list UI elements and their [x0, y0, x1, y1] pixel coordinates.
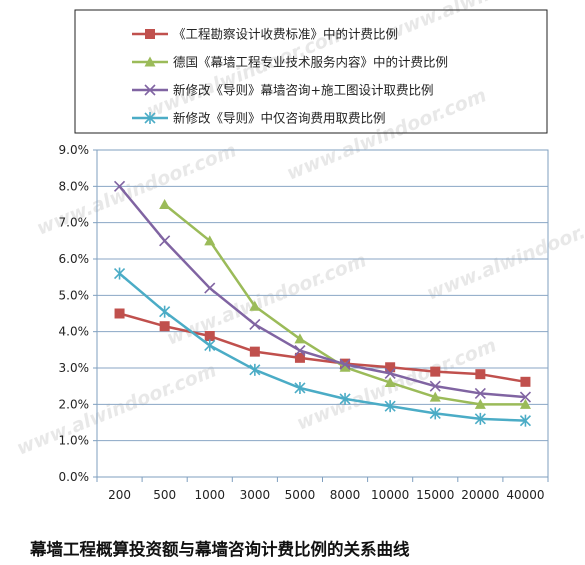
data-point: [519, 391, 532, 403]
data-point: [474, 398, 486, 409]
data-point: [429, 391, 441, 402]
data-point: [385, 362, 396, 373]
data-point: [159, 305, 171, 318]
data-point: [249, 346, 260, 357]
legend-label: 新修改《导则》幕墙咨询+施工图设计取费比例: [173, 83, 433, 98]
data-point: [294, 381, 306, 394]
x-tick-label: 3000: [240, 488, 271, 502]
legend-label: 《工程勘察设计收费标准》中的计费比例: [173, 27, 398, 42]
series-line: [118, 185, 526, 399]
y-tick-label: 2.0%: [59, 397, 90, 411]
data-point: [294, 344, 306, 357]
series-line: [119, 312, 526, 384]
data-point: [474, 412, 486, 425]
y-tick-label: 1.0%: [59, 434, 90, 448]
x-tick-label: 5000: [285, 488, 316, 502]
data-point: [249, 363, 261, 376]
y-tick-label: 4.0%: [59, 325, 90, 339]
data-point: [384, 377, 396, 388]
x-tick-label: 20000: [461, 488, 499, 502]
x-tick-label: 15000: [416, 488, 454, 502]
data-point: [113, 267, 126, 280]
data-point: [519, 414, 532, 427]
legend-marker: [145, 29, 155, 39]
watermark-text: www.alwindoor.com: [284, 84, 490, 184]
x-tick-label: 1000: [194, 488, 225, 502]
data-point: [204, 339, 216, 352]
data-point: [519, 398, 531, 409]
data-point: [204, 331, 215, 342]
data-point: [204, 235, 216, 246]
data-point: [384, 367, 396, 380]
data-point: [159, 235, 171, 247]
data-point: [159, 321, 170, 332]
watermark-layer: www.alwindoor.com www.alwindoor.com www.al…: [14, 0, 585, 530]
data-point: [475, 369, 486, 380]
x-tick-label: 10000: [371, 488, 409, 502]
watermark-text: www.alwindoor.com: [384, 0, 585, 45]
chart: www.alwindoor.com www.alwindoor.com www.al…: [14, 0, 585, 530]
data-point: [429, 407, 441, 420]
data-point: [520, 376, 531, 387]
data-point: [204, 282, 216, 294]
data-point: [294, 333, 306, 344]
data-point: [339, 392, 351, 405]
x-tick-label: 500: [153, 488, 176, 502]
legend-label: 德国《幕墙工程专业技术服务内容》中的计费比例: [173, 55, 448, 70]
data-point: [384, 400, 396, 413]
series-line: [118, 272, 526, 422]
series-1: [114, 308, 531, 387]
x-tick-label: 200: [108, 488, 131, 502]
watermark-text: www.alwindoor.com: [14, 359, 220, 459]
data-point: [339, 361, 351, 372]
y-tick-label: 5.0%: [59, 288, 90, 302]
data-point: [249, 300, 261, 311]
legend-box: [74, 9, 548, 134]
data-point: [159, 199, 171, 209]
series-2: [159, 199, 531, 409]
x-tick-label: 8000: [330, 488, 361, 502]
y-tick-label: 9.0%: [59, 143, 90, 157]
series-4: [113, 267, 532, 427]
plot-area: 0.0% 1.0% 2.0% 3.0% 4.0% 5.0% 6.0% 7.0% 8.0% 9.0%…: [59, 143, 549, 502]
data-point: [474, 387, 486, 399]
y-tick-label: 0.0%: [59, 470, 90, 484]
data-point: [339, 358, 351, 370]
legend: 《工程勘察设计收费标准》中的计费比例德国《幕墙工程专业技术服务内容》中的计费比例…: [74, 9, 548, 134]
legend-marker: [144, 84, 156, 96]
series-3: [113, 180, 532, 403]
data-point: [113, 180, 126, 192]
data-point: [294, 352, 305, 363]
legend-marker: [144, 56, 156, 67]
data-point: [114, 308, 125, 319]
data-point: [249, 318, 261, 330]
x-tick-label: 40000: [506, 488, 544, 502]
legend-marker: [144, 112, 156, 124]
y-tick-label: 8.0%: [59, 179, 90, 193]
chart-caption: 幕墙工程概算投资额与幕墙咨询计费比例的关系曲线: [30, 540, 410, 559]
data-point: [429, 380, 441, 392]
data-point: [430, 366, 441, 377]
watermark-text: www.alwindoor.com: [424, 204, 585, 304]
y-tick-label: 7.0%: [59, 216, 90, 230]
legend-label: 新修改《导则》中仅咨询费用取费比例: [173, 111, 386, 126]
y-tick-label: 6.0%: [59, 252, 90, 266]
y-tick-label: 3.0%: [59, 361, 90, 375]
